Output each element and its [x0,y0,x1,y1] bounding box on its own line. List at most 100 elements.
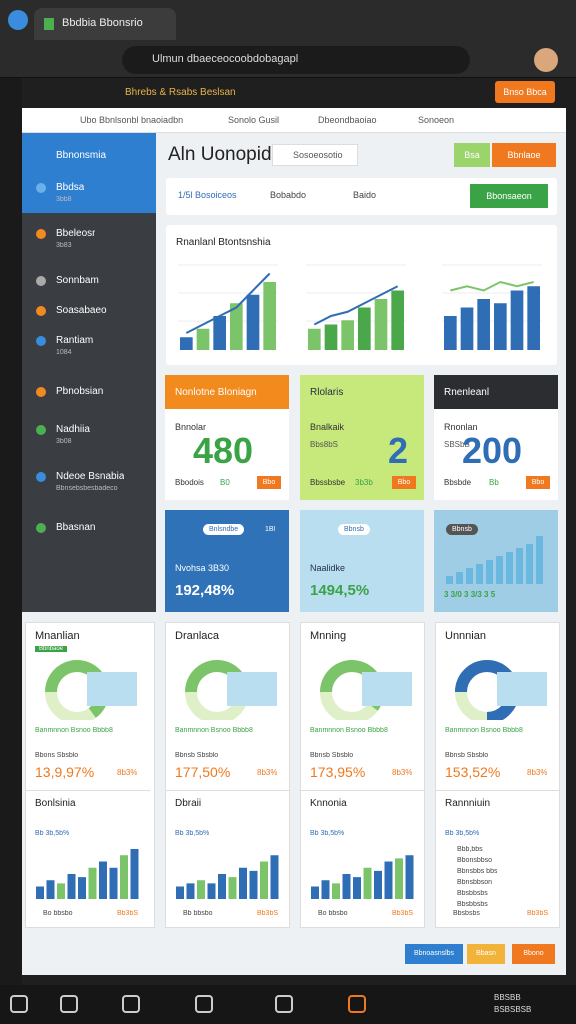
bar [374,299,388,350]
sidebar-item[interactable]: Ndeoe Bsnabia [56,471,125,482]
panel-foot-value: Bb3bS [117,910,139,917]
panel-bottom-title: Dbraii [175,798,202,809]
bar [536,536,543,584]
panel-label: Banmnnon Bsnoo Bbbb8 [35,727,113,734]
list-item: Bbnsbbson [457,879,493,886]
kpi-chart [446,536,543,584]
taskbar-icon[interactable] [348,995,366,1013]
bar [230,303,243,350]
gauge [455,660,547,720]
window-controls [500,12,566,26]
page-tab[interactable]: Sonoeon [418,115,455,125]
filter-button[interactable]: Bbonsaeon [470,184,548,208]
panel-title: Dranlaca [175,630,220,642]
taskbar-icon[interactable] [122,995,140,1013]
page-tab[interactable]: Dbeondbaoiao [318,115,377,125]
panel-sub: Bbnsb Sbsblo [310,752,354,759]
sidebar-item[interactable]: Bbdsa [56,182,85,193]
stat-foot: Bbsbde [444,478,472,487]
bar [516,548,523,584]
stat-button[interactable]: Bbo [392,476,416,489]
sidebar-item[interactable]: Bbeleosr [56,228,96,239]
bar [460,307,474,350]
bar-chart [311,855,414,899]
sidebar-item[interactable]: Bbasnan [56,522,96,533]
stat-header-text: Rnenleanl [444,387,490,398]
bar [246,294,260,350]
stat-label: Rnonlan [444,422,478,432]
header-button[interactable]: Bbnlaoe [492,143,556,167]
bar [353,877,361,899]
sidebar-item[interactable]: Soasabaeo [56,305,107,316]
bar [36,886,44,899]
kpi-value: 1494,5% [310,582,370,599]
list-item: Bbb,bbs [457,846,483,853]
stat-label: Bnnolar [175,422,207,432]
taskbar-icon[interactable] [275,995,293,1013]
stat-foot: Bbodois [175,478,204,487]
panel-title: Mnanlian [35,630,80,642]
filter-item[interactable]: Bobabdo [270,190,307,200]
bar [363,867,372,899]
bar [526,544,533,584]
toolbar-button[interactable]: Bnso Bbca [495,81,555,103]
stat-foot-value: B0 [220,478,230,487]
clock-time: BBSBB [494,993,521,1002]
bar [180,337,193,350]
search-box[interactable]: Sosoeosotio [272,144,358,166]
profile-avatar[interactable] [534,48,558,72]
tab-icon [44,18,54,30]
stat-foot: Bbssbsbe [310,478,346,487]
sidebar-icon [36,472,46,482]
bar [270,855,279,899]
bar [358,307,371,350]
bar [374,870,382,899]
header-button[interactable]: Bsa [454,143,490,167]
panel-legend: Bb 3b,5b% [35,830,70,837]
bar [260,861,268,899]
page-tab[interactable]: Sonolo Gusil [228,115,280,125]
tab-title: Bbdbia Bbonsrio [62,17,143,29]
sidebar-sub: 3b83 [56,242,72,249]
sidebar-item[interactable]: Pbnobsian [56,386,104,397]
bar [341,320,354,350]
sidebar-icon [36,276,46,286]
bar [130,849,139,899]
bar [446,576,453,584]
bar [496,556,503,584]
panel-value: 153,52% [445,764,501,780]
bar [120,855,128,899]
sidebar-item[interactable]: Rantiam [56,335,94,346]
footer-button[interactable]: Bbono [512,944,555,964]
taskbar-icon[interactable] [195,995,213,1013]
kpi-badge: Bnlsndbe [203,524,245,535]
filter-item[interactable]: Baido [353,190,377,200]
divider [25,790,150,791]
bar [213,316,226,350]
stat-button[interactable]: Bbo [526,476,550,489]
sidebar-item[interactable]: Nadhiia [56,424,90,435]
trend-line [450,280,534,292]
browser-tab[interactable]: Bbdbia Bbonsrio [34,8,176,40]
stat-button[interactable]: Bbo [257,476,281,489]
panel-badge: 8b3% [527,768,548,777]
browser-logo [8,10,28,30]
trend-line [313,285,399,326]
bar [218,874,226,899]
panel-bottom-title: Knnonia [310,798,347,809]
bar [197,880,205,899]
filter-item[interactable]: 1/5l Bosoiceos [178,190,237,200]
bar [506,552,513,584]
sidebar-item[interactable]: Sonnbam [56,275,99,286]
taskbar-icon[interactable] [60,995,78,1013]
page-tab[interactable]: Ubo Bbnlsonbl bnaoiadbn [80,115,184,125]
footer-button[interactable]: Bbasn [467,944,505,964]
url-bar[interactable]: Ulmun dbaeceocoobdobagapl [122,46,470,74]
panel-label: Banmnnon Bsnoo Bbbb8 [445,727,523,734]
bar [228,877,237,899]
taskbar-icon[interactable] [10,995,28,1013]
left-strip [0,78,22,985]
stat-value: 2 [388,430,409,471]
footer-button[interactable]: Bbnoasnslbs [405,944,463,964]
